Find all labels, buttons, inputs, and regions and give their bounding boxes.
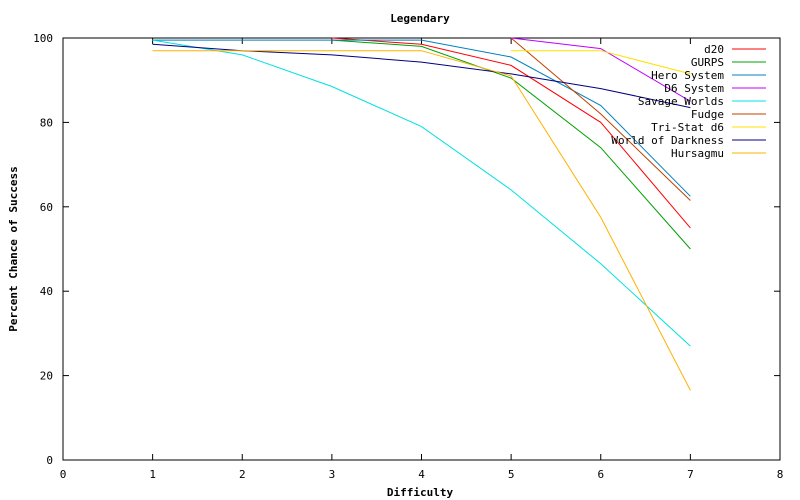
legend-label: Tri-Stat d6 xyxy=(651,121,724,134)
legend-label: Hursagmu xyxy=(671,147,724,160)
y-axis-label: Percent Chance of Success xyxy=(7,166,20,332)
x-tick-label: 6 xyxy=(597,468,604,481)
series-lines xyxy=(152,37,691,391)
legend-label: D6 System xyxy=(664,82,724,95)
series-line-d20 xyxy=(331,37,691,229)
series-line-d6-system xyxy=(511,37,691,102)
legend-label: d20 xyxy=(704,43,724,56)
x-tick-label: 8 xyxy=(777,468,784,481)
legend-label: GURPS xyxy=(691,56,724,69)
series-line-gurps xyxy=(331,39,691,250)
x-tick-label: 2 xyxy=(239,468,246,481)
x-tick-label: 7 xyxy=(687,468,694,481)
legend-label: World of Darkness xyxy=(611,134,724,147)
series-line-hursagmu xyxy=(152,50,691,391)
legend-label: Fudge xyxy=(691,108,724,121)
series-line-fudge xyxy=(510,37,691,201)
legend-label: Hero System xyxy=(651,69,724,82)
x-tick-label: 1 xyxy=(149,468,156,481)
series-line-hero-system xyxy=(152,39,691,197)
y-tick-label: 100 xyxy=(33,32,53,45)
y-tick-label: 40 xyxy=(40,285,53,298)
series-line-savage-worlds xyxy=(152,39,691,347)
x-tick-label: 0 xyxy=(60,468,67,481)
legend-label: Savage Worlds xyxy=(638,95,724,108)
y-tick-label: 80 xyxy=(40,116,53,129)
y-tick-label: 20 xyxy=(40,370,53,383)
x-tick-label: 3 xyxy=(329,468,336,481)
y-tick-label: 0 xyxy=(46,454,53,467)
x-tick-label: 4 xyxy=(418,468,425,481)
x-axis-label: Difficulty xyxy=(387,486,454,499)
chart-title: Legendary xyxy=(390,12,450,25)
series-line-tri-stat-d6 xyxy=(511,50,691,75)
x-tick-label: 5 xyxy=(508,468,515,481)
y-tick-label: 60 xyxy=(40,201,53,214)
